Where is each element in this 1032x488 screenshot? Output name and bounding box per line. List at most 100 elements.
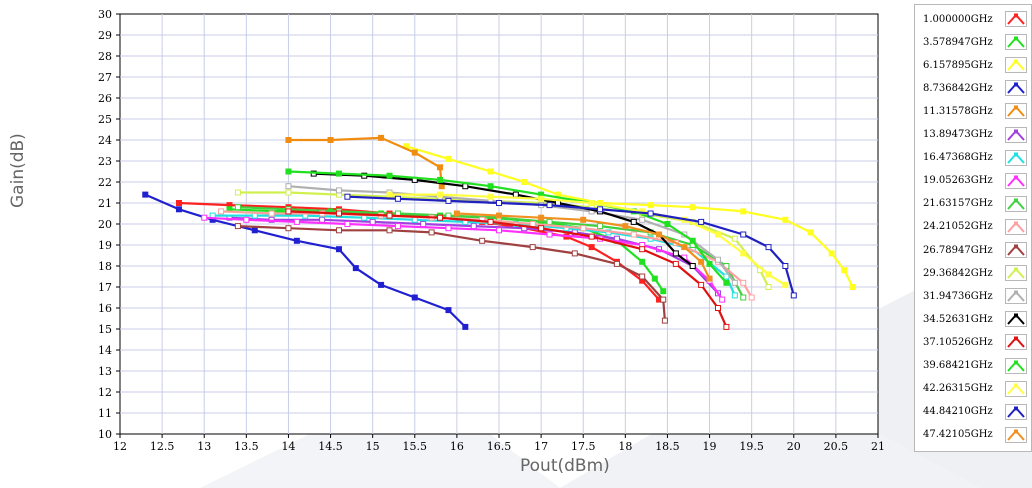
- data-point: [394, 195, 401, 202]
- y-tick-label: 27: [98, 71, 112, 84]
- legend-label: 16.47368GHz: [923, 152, 993, 164]
- data-point: [496, 212, 502, 219]
- x-tick-label: 18.5: [655, 440, 680, 453]
- data-point: [411, 149, 418, 156]
- data-point: [496, 200, 502, 206]
- data-point: [630, 218, 637, 225]
- x-tick-label: 13: [197, 440, 211, 453]
- data-point: [335, 227, 342, 234]
- data-point: [538, 195, 545, 202]
- legend-label: 1.000000GHz: [923, 13, 993, 25]
- legend-swatch-icon: [1005, 357, 1027, 374]
- data-point: [651, 275, 658, 282]
- x-tick-label: 13.5: [234, 440, 259, 453]
- data-point: [672, 250, 679, 257]
- data-point: [335, 170, 342, 177]
- y-tick-label: 16: [98, 302, 112, 315]
- data-point: [445, 155, 452, 162]
- legend-swatch-icon: [1005, 126, 1027, 143]
- y-tick-label: 12: [98, 386, 112, 399]
- legend-label: 29.36842GHz: [923, 267, 993, 279]
- legend-label: 21.63157GHz: [923, 198, 993, 210]
- data-point: [445, 307, 452, 314]
- data-point: [597, 223, 604, 230]
- legend-label: 8.736842GHz: [923, 82, 993, 94]
- legend-label: 19.05263GHz: [923, 175, 993, 187]
- series-14: [285, 208, 730, 330]
- legend-item: 37.10526GHz: [923, 332, 1027, 352]
- series-15: [285, 168, 730, 286]
- data-point: [453, 210, 460, 217]
- legend-label: 47.42105GHz: [923, 429, 993, 441]
- data-point: [218, 208, 225, 215]
- data-point: [293, 237, 300, 244]
- data-point: [445, 225, 452, 232]
- x-tick-label: 18: [618, 440, 632, 453]
- data-point: [538, 225, 545, 232]
- data-point: [344, 221, 351, 227]
- legend-item: 34.52631GHz: [923, 309, 1027, 329]
- x-tick-label: 21: [871, 440, 885, 453]
- series-line: [406, 145, 854, 288]
- x-axis-ticks: 12 12.5 13 13.5 14 14.5 15 15.5 16 16.5 17 17.5 18 18…: [113, 434, 885, 453]
- legend-item: 3.578947GHz: [923, 32, 1027, 52]
- data-point: [175, 200, 182, 206]
- legend-swatch-icon: [1005, 149, 1027, 166]
- data-point: [698, 258, 705, 265]
- legend-swatch-icon: [1005, 311, 1027, 328]
- data-point: [740, 279, 747, 286]
- data-point: [723, 323, 730, 330]
- series-17: [344, 193, 797, 299]
- data-point: [841, 267, 848, 274]
- data-point: [234, 223, 241, 230]
- data-point: [597, 206, 604, 213]
- data-point: [664, 221, 671, 227]
- data-point: [285, 183, 292, 190]
- data-point: [512, 191, 519, 198]
- data-point: [479, 237, 486, 244]
- y-tick-label: 19: [98, 239, 112, 252]
- series-layer: [142, 134, 856, 330]
- legend-label: 37.10526GHz: [923, 336, 993, 348]
- data-point: [580, 225, 587, 232]
- data-point: [630, 231, 637, 238]
- data-point: [731, 292, 738, 299]
- y-tick-label: 29: [98, 29, 112, 42]
- x-tick-label: 17.5: [571, 440, 596, 453]
- x-tick-label: 12: [113, 440, 127, 453]
- data-point: [470, 223, 477, 230]
- legend-item: 26.78947GHz: [923, 240, 1027, 260]
- data-point: [386, 191, 393, 198]
- y-tick-label: 10: [98, 428, 112, 441]
- data-point: [234, 189, 241, 196]
- data-point: [386, 212, 393, 219]
- data-point: [428, 229, 435, 236]
- data-point: [731, 235, 738, 242]
- data-point: [613, 260, 620, 267]
- series-line: [237, 225, 667, 321]
- data-point: [335, 246, 342, 253]
- x-tick-label: 12.5: [150, 440, 175, 453]
- y-tick-label: 18: [98, 260, 112, 273]
- x-tick-label: 15.5: [403, 440, 428, 453]
- data-point: [782, 263, 789, 269]
- data-point: [251, 227, 258, 234]
- data-point: [529, 221, 536, 227]
- legend-item: 29.36842GHz: [923, 263, 1027, 283]
- data-point: [175, 206, 182, 213]
- data-point: [639, 273, 646, 280]
- data-point: [369, 218, 376, 225]
- y-tick-label: 21: [98, 197, 112, 210]
- data-point: [378, 281, 385, 288]
- data-point: [706, 275, 713, 282]
- legend-label: 31.94736GHz: [923, 290, 993, 302]
- data-point: [719, 296, 726, 303]
- data-point: [656, 231, 663, 238]
- x-tick-label: 20.5: [824, 440, 849, 453]
- data-point: [782, 281, 789, 288]
- legend: 1.000000GHz 3.578947GHz 6.157895GHz 8.73684…: [914, 4, 1032, 452]
- data-point: [344, 193, 351, 200]
- data-point: [285, 189, 292, 196]
- series-4: [285, 134, 445, 190]
